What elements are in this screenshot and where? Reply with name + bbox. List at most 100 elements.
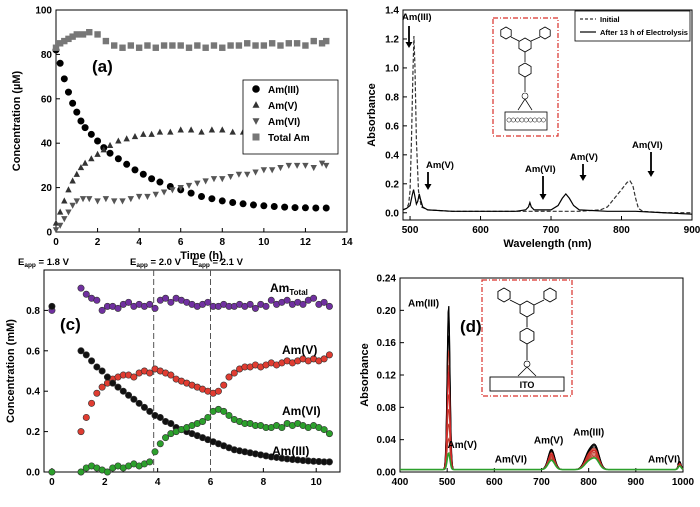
bond-line (517, 98, 526, 111)
annotation-arrow-head (424, 184, 432, 190)
data-point (152, 191, 159, 198)
data-point (225, 411, 233, 419)
series-am-vi- (52, 160, 330, 234)
data-point (177, 126, 184, 133)
bond-line (530, 36, 541, 42)
x-tick-label: 700 (543, 225, 560, 236)
data-point (278, 424, 286, 432)
data-point (86, 196, 93, 203)
x-tick-label: 800 (613, 225, 630, 236)
x-axis-label: Wavelength (nm) (503, 238, 592, 250)
data-point (125, 391, 133, 399)
data-point (65, 186, 72, 193)
data-point (277, 42, 284, 49)
data-point (285, 40, 292, 47)
data-point (69, 99, 77, 107)
x-tick-label: 6 (208, 477, 214, 488)
data-point (114, 304, 122, 312)
data-point (220, 381, 228, 389)
data-point (270, 202, 278, 210)
x-tick-label: 0 (53, 237, 59, 248)
series-label: Am(VI) (282, 404, 321, 418)
molecule-inset: ITO (481, 279, 573, 397)
data-point (281, 203, 289, 211)
data-point (140, 403, 148, 411)
y-tick-label: 0.2 (385, 179, 399, 190)
data-point (160, 189, 168, 196)
data-point (320, 298, 328, 306)
data-point (146, 300, 154, 308)
pyrazine-ring-icon (497, 287, 511, 303)
y-tick-label: 0.16 (377, 338, 397, 349)
data-point (114, 155, 122, 163)
legend-box (574, 10, 691, 42)
series-label: Am(III) (272, 444, 309, 458)
series-spectrum-line (400, 451, 684, 471)
data-point (52, 227, 60, 234)
data-point (185, 182, 193, 189)
data-point (82, 351, 90, 359)
data-point (98, 306, 106, 314)
data-point (94, 198, 101, 205)
data-point (214, 387, 222, 395)
data-point (130, 395, 138, 403)
y-tick-label: 0.4 (26, 387, 40, 398)
data-point (77, 428, 85, 436)
data-point (146, 458, 154, 466)
potential-step-label: Eapp = 2.0 V (130, 257, 182, 269)
data-point (139, 170, 147, 178)
peak-annotation: Am(VI) (495, 454, 527, 465)
y-tick-label: 80 (41, 50, 53, 61)
plot-frame (55, 9, 348, 233)
data-point (208, 195, 216, 203)
data-point (293, 162, 301, 169)
data-point (88, 357, 96, 365)
data-point (56, 40, 64, 47)
data-point (102, 37, 110, 45)
data-point (293, 40, 301, 47)
data-point (111, 198, 118, 205)
data-point (48, 302, 56, 310)
legend-label: After 13 h of Electrolysis (600, 28, 688, 37)
molecule-inset (492, 17, 559, 137)
data-point (227, 173, 234, 181)
data-point (148, 175, 156, 183)
data-point (73, 198, 80, 205)
data-point (93, 363, 101, 371)
legend-marker (252, 85, 260, 93)
y-tick-label: 0.00 (377, 468, 397, 479)
data-point (299, 300, 307, 308)
data-point (151, 304, 159, 312)
data-point (119, 387, 127, 395)
data-point (73, 31, 80, 38)
series-after-electrolysis-line (402, 189, 693, 215)
pyridine-ring-icon (539, 26, 551, 40)
x-tick-label: 600 (486, 477, 503, 488)
data-point (82, 413, 90, 421)
data-point (56, 208, 64, 215)
y-tick-label: 0.8 (385, 92, 399, 103)
data-point (169, 187, 176, 194)
data-point (125, 298, 133, 306)
peak-annotation: Am(VI) (525, 164, 556, 175)
data-point (156, 128, 164, 135)
data-point (244, 171, 251, 178)
legend-label: Total Am (268, 133, 310, 144)
data-point (322, 204, 330, 212)
data-point (246, 300, 254, 308)
data-point (127, 196, 135, 203)
peak-annotation: Am(V) (570, 152, 598, 163)
data-point (208, 126, 216, 133)
data-point (81, 124, 89, 132)
data-point (156, 413, 164, 421)
pyridine-ring-icon (500, 26, 512, 40)
bond-line (526, 366, 537, 377)
data-point (52, 219, 60, 226)
data-point (268, 167, 276, 174)
x-tick-label: 14 (341, 237, 353, 248)
y-tick-label: 40 (41, 139, 53, 150)
data-point (123, 135, 130, 142)
data-point (210, 176, 218, 183)
data-point (162, 434, 170, 442)
y-tick-label: 0.4 (385, 150, 399, 161)
